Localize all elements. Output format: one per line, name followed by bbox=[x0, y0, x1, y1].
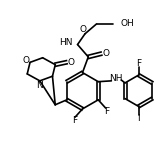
Text: OH: OH bbox=[120, 19, 134, 28]
Text: F: F bbox=[136, 59, 141, 68]
Text: HN: HN bbox=[59, 38, 73, 47]
Text: O: O bbox=[80, 25, 87, 34]
Text: F: F bbox=[104, 107, 109, 116]
Text: O: O bbox=[68, 58, 75, 67]
Text: NH: NH bbox=[110, 74, 123, 83]
Text: O: O bbox=[22, 56, 29, 65]
Text: I: I bbox=[137, 114, 140, 123]
Text: O: O bbox=[103, 49, 110, 58]
Text: F: F bbox=[72, 116, 77, 125]
Text: N: N bbox=[36, 81, 42, 90]
